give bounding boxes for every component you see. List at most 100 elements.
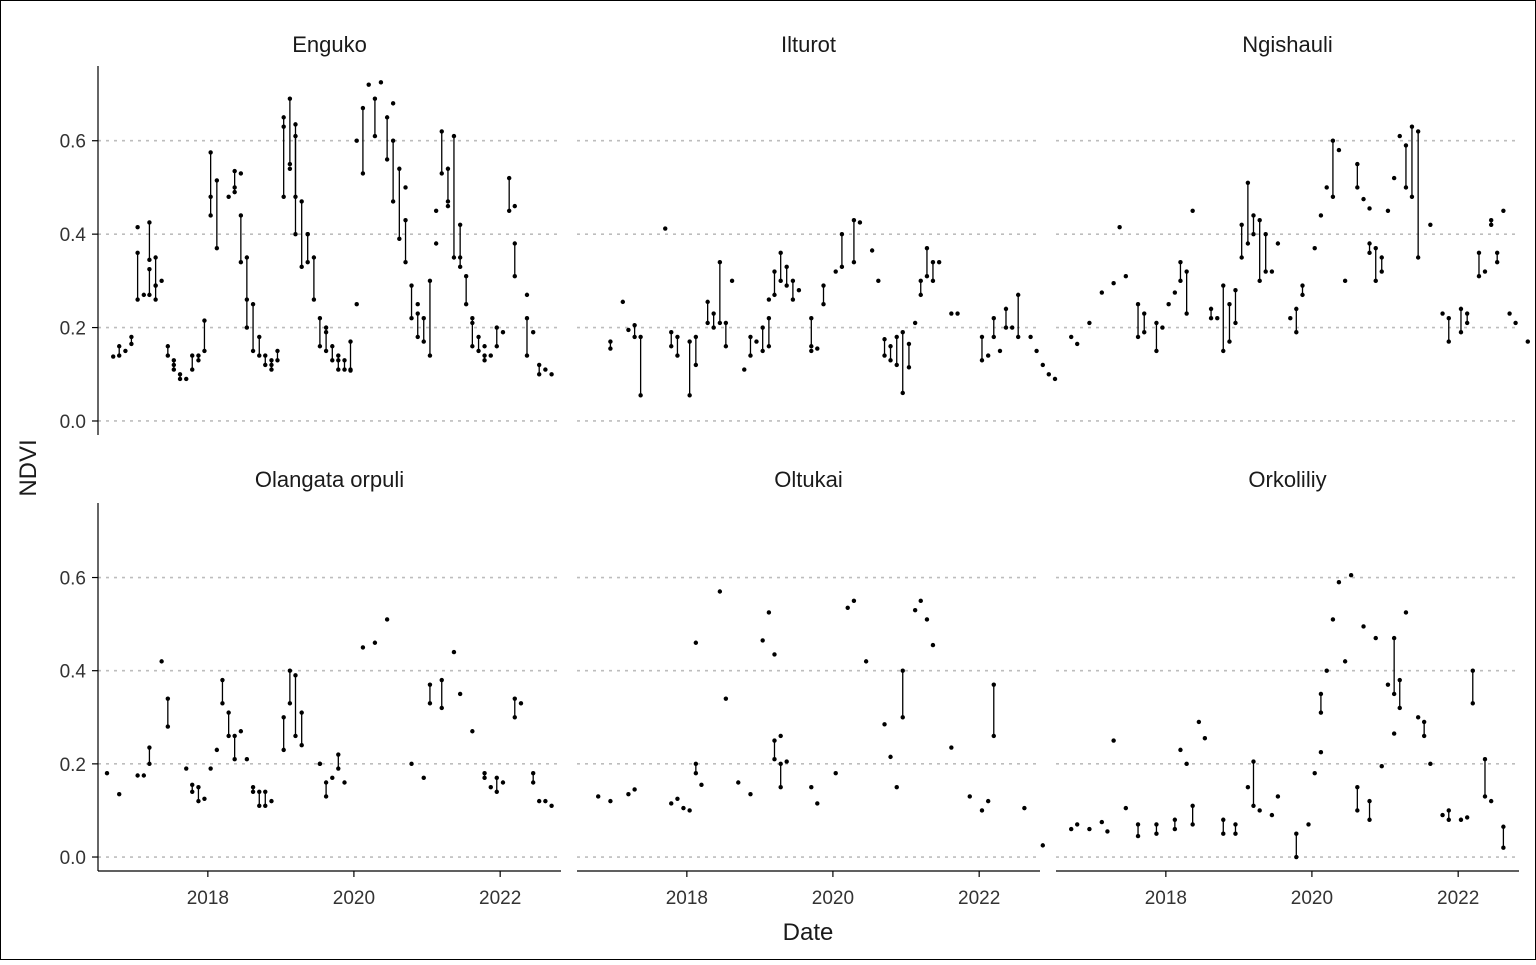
data-point	[549, 803, 554, 808]
data-point	[851, 259, 857, 265]
data-point	[1336, 579, 1342, 585]
data-point	[1391, 731, 1397, 736]
data-point	[1052, 376, 1058, 382]
data-point	[159, 278, 164, 284]
data-point	[863, 659, 869, 664]
data-point	[165, 353, 171, 358]
data-point	[470, 316, 475, 321]
data-point	[882, 337, 887, 342]
data-point	[1111, 738, 1116, 743]
facet-panel-3: Olangata orpuli 0.0 0.2 0.4 0.6 2018 2020 2022	[60, 467, 561, 909]
data-point	[784, 264, 789, 270]
data-point	[1069, 334, 1074, 340]
data-point	[202, 796, 207, 801]
data-point	[360, 105, 366, 111]
facet-title: Ngishauli	[1242, 32, 1333, 57]
data-point	[360, 645, 366, 650]
data-point	[184, 376, 189, 382]
x-tick-label: 2018	[1145, 888, 1187, 909]
data-point	[748, 791, 753, 797]
data-point	[451, 255, 457, 260]
data-point	[196, 798, 201, 804]
data-point	[1154, 831, 1159, 836]
data-point	[543, 367, 548, 372]
data-point	[766, 610, 772, 615]
data-point	[1403, 185, 1409, 190]
data-point	[778, 250, 783, 256]
data-point	[500, 780, 506, 785]
data-point	[766, 316, 772, 321]
data-point	[882, 353, 887, 358]
data-point	[1172, 826, 1178, 832]
data-point	[348, 339, 353, 344]
data-point	[1028, 334, 1033, 340]
data-point	[348, 368, 353, 373]
data-point	[699, 782, 704, 788]
data-point	[512, 273, 517, 279]
data-point	[336, 358, 341, 363]
data-point	[372, 133, 378, 139]
data-point	[821, 283, 826, 288]
y-tick-label: 0.2	[60, 755, 86, 776]
data-point	[536, 362, 542, 368]
data-point	[500, 330, 506, 335]
data-point	[421, 775, 426, 781]
data-point	[790, 297, 796, 302]
x-tick-label: 2020	[812, 888, 854, 909]
data-point	[888, 754, 893, 760]
data-point	[208, 766, 213, 771]
data-point	[1318, 710, 1324, 715]
data-point	[626, 791, 631, 797]
data-point	[1379, 763, 1384, 769]
data-point	[815, 346, 820, 351]
data-point	[512, 203, 517, 209]
data-point	[626, 327, 631, 333]
data-point	[596, 794, 601, 799]
data-point	[293, 673, 298, 678]
data-point	[1373, 278, 1378, 284]
data-point	[153, 297, 158, 302]
data-point	[754, 339, 759, 344]
data-point	[1391, 635, 1397, 641]
data-point	[372, 640, 378, 645]
data-point	[360, 171, 366, 176]
data-point	[693, 334, 699, 340]
data-point	[924, 245, 930, 251]
data-point	[906, 341, 912, 347]
data-point	[336, 353, 341, 358]
data-point	[1208, 306, 1214, 312]
data-point	[1421, 719, 1427, 725]
data-point	[184, 766, 189, 771]
data-point	[675, 796, 680, 801]
data-point	[202, 318, 207, 323]
data-point	[342, 367, 347, 372]
data-point	[1245, 784, 1251, 790]
data-point	[1075, 822, 1080, 827]
data-point	[196, 358, 201, 363]
data-point	[287, 701, 293, 706]
facet-panel-4: Oltukai 2018 2020 2022	[577, 467, 1046, 909]
data-point	[506, 175, 512, 181]
data-point	[1233, 831, 1238, 836]
data-point	[1099, 290, 1105, 295]
facet-panel-1: Ilturot	[577, 32, 1058, 422]
data-point	[1440, 311, 1445, 316]
facet-title: Orkoliliy	[1248, 467, 1326, 492]
data-point	[433, 241, 439, 246]
data-point	[1251, 213, 1256, 218]
data-point	[1178, 259, 1183, 265]
data-point	[536, 798, 542, 804]
data-point	[263, 803, 268, 808]
data-point	[1178, 278, 1183, 284]
data-point	[390, 138, 396, 143]
data-point	[1190, 803, 1195, 808]
data-point	[1330, 617, 1336, 622]
data-point	[287, 161, 293, 167]
data-point	[250, 784, 256, 790]
data-point	[876, 278, 881, 284]
data-point	[390, 101, 396, 106]
data-point	[1348, 573, 1354, 578]
data-point	[220, 701, 225, 706]
data-point	[924, 617, 930, 622]
